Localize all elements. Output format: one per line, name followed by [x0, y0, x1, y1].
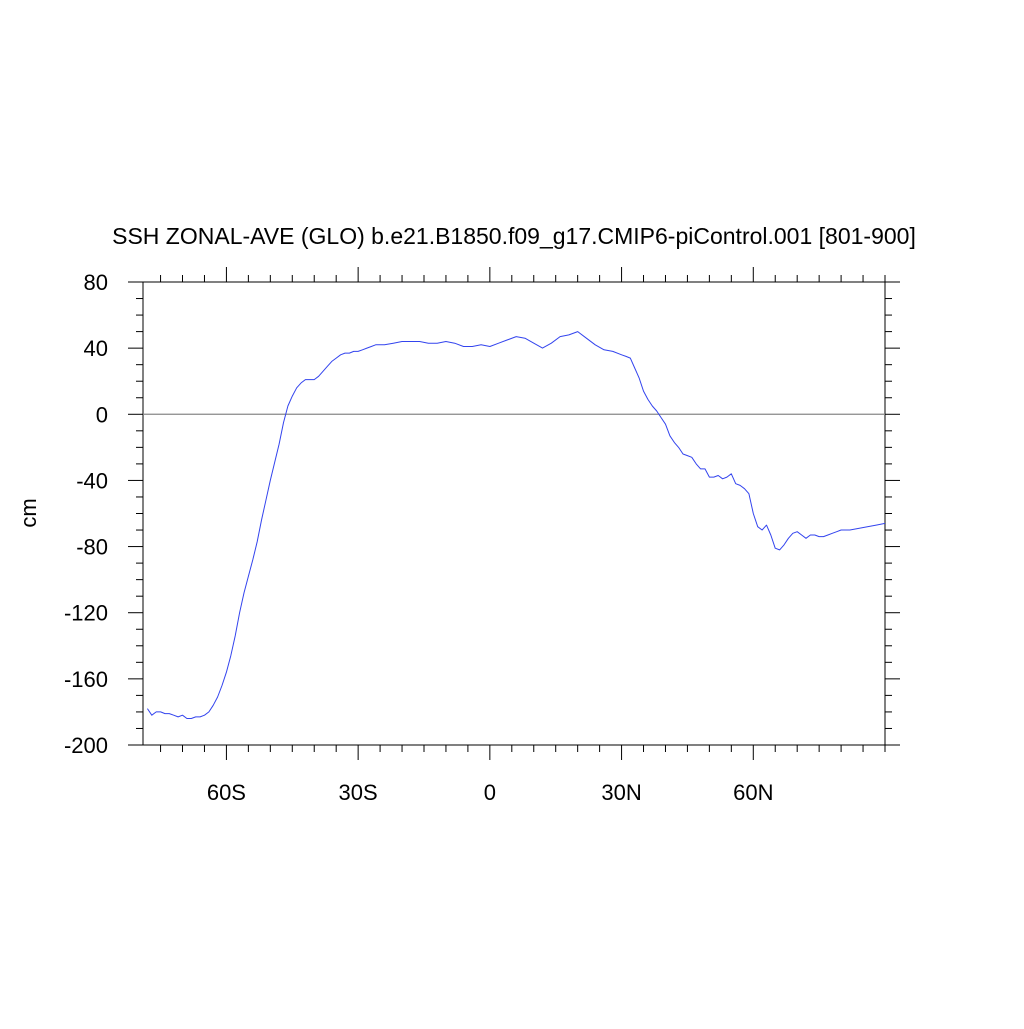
y-tick-label: 40	[84, 336, 108, 361]
y-tick-label: 0	[96, 402, 108, 427]
x-tick-label: 0	[484, 780, 496, 805]
plot-area: 60S 30S 0 30N 60N 80 40 0 -40 -80 -120 -160 -200	[64, 267, 900, 805]
y-tick-label: -160	[64, 667, 108, 692]
plot-frame	[142, 281, 886, 746]
x-tick-label: 30S	[339, 780, 378, 805]
x-tick-label: 60N	[733, 780, 773, 805]
y-axis-label: cm	[16, 498, 41, 527]
series-line	[146, 331, 886, 719]
y-tick-label: -40	[76, 468, 108, 493]
y-tick-label: -200	[64, 733, 108, 758]
chart-title: SSH ZONAL-AVE (GLO) b.e21.B1850.f09_g17.…	[112, 223, 916, 249]
y-tick-label: -80	[76, 535, 108, 560]
x-tick-label: 60S	[207, 780, 246, 805]
x-tick-label: 30N	[601, 780, 641, 805]
y-tick-label: -120	[64, 601, 108, 626]
y-tick-label: 80	[84, 270, 108, 295]
